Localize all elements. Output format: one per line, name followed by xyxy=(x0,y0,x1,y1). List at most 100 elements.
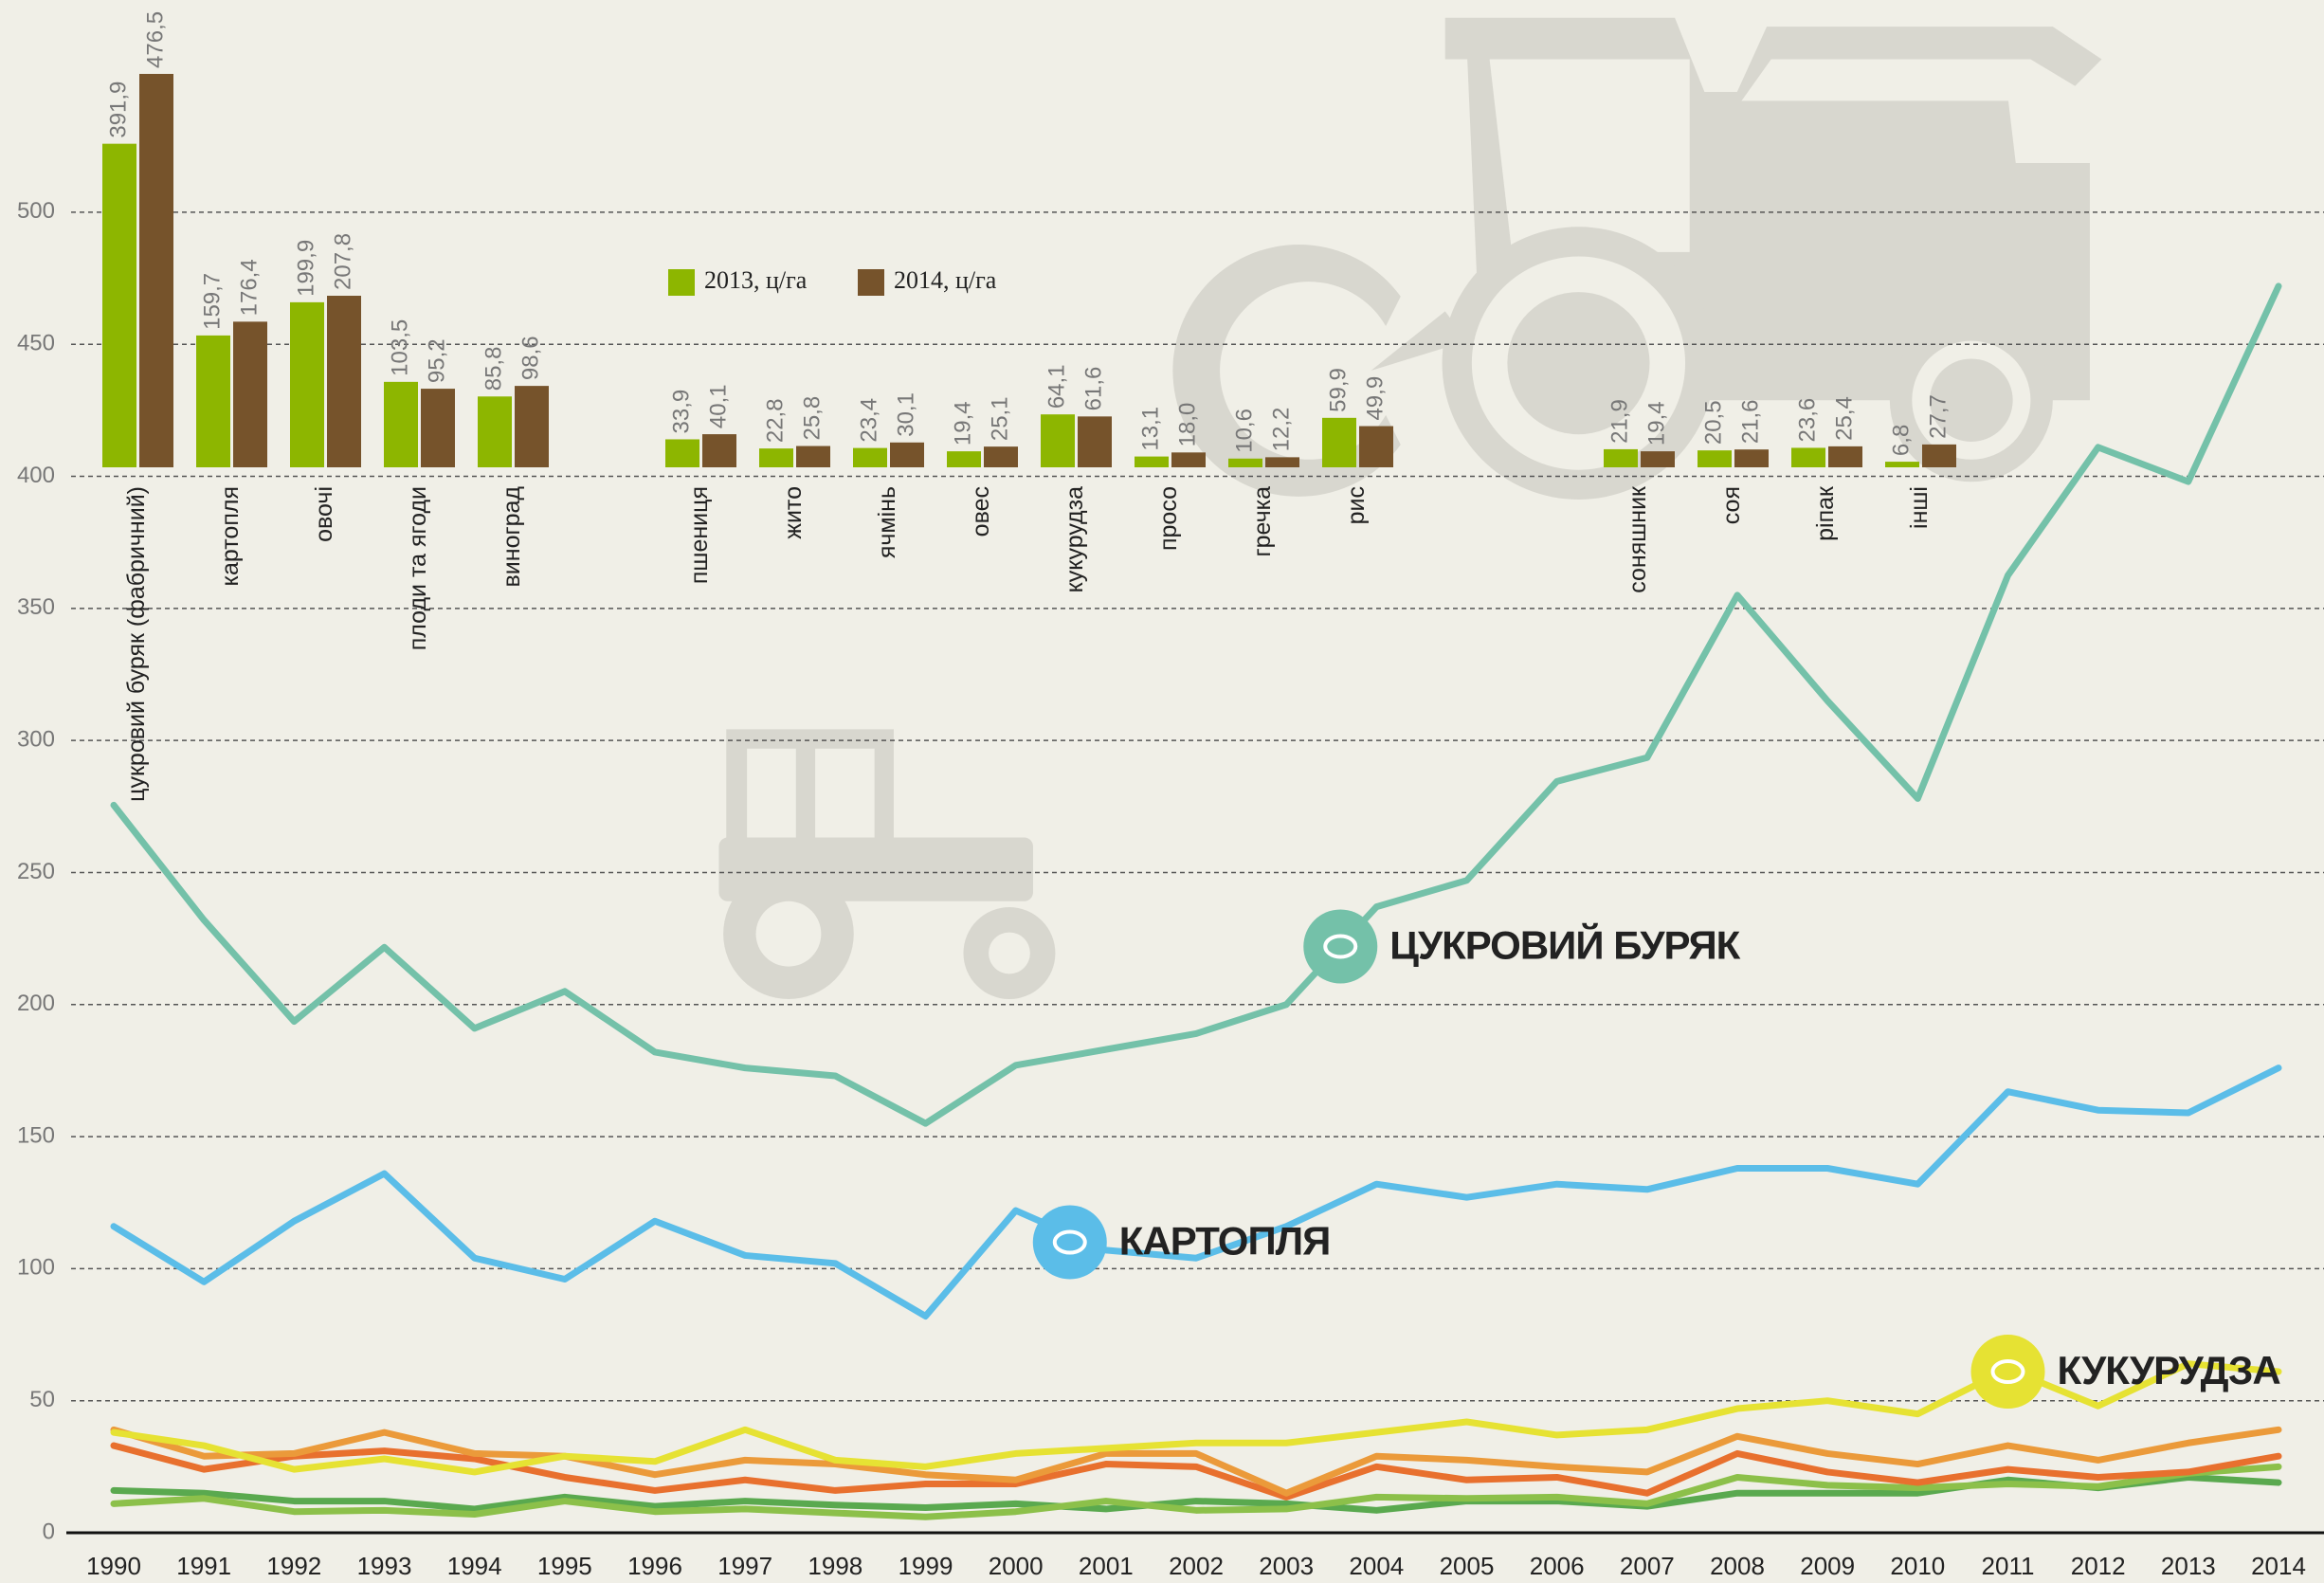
tractor-hub xyxy=(989,933,1030,974)
bar xyxy=(759,448,793,467)
value-label: 18,0 xyxy=(1174,403,1200,447)
value-label: 85,8 xyxy=(481,347,506,391)
x-tick-label: 2011 xyxy=(1982,1552,2035,1580)
bar xyxy=(139,74,173,467)
bar xyxy=(290,302,324,467)
bar xyxy=(796,446,830,467)
value-label: 25,1 xyxy=(987,396,1012,441)
value-label: 6,8 xyxy=(1888,425,1914,456)
category-label: овес xyxy=(968,486,994,537)
series-label: КАРТОПЛЯ xyxy=(1119,1219,1331,1264)
x-tick-label: 2013 xyxy=(2161,1552,2216,1580)
x-tick-label: 2001 xyxy=(1079,1552,1134,1580)
category-label: овочі xyxy=(311,486,337,542)
series-label: ЦУКРОВИЙ БУРЯК xyxy=(1389,922,1740,968)
bar xyxy=(196,336,230,467)
chart: 0501001502002503003504004505001990199119… xyxy=(0,0,2324,1583)
legend-swatch xyxy=(858,269,884,296)
value-label: 103,5 xyxy=(387,319,412,376)
value-label: 10,6 xyxy=(1231,409,1257,453)
x-tick-label: 1994 xyxy=(447,1552,502,1580)
bar xyxy=(1041,414,1075,467)
harvester-window xyxy=(1490,60,1690,252)
y-tick-label: 50 xyxy=(29,1387,55,1412)
x-tick-label: 1998 xyxy=(808,1552,862,1580)
x-tick-label: 1996 xyxy=(627,1552,682,1580)
y-tick-label: 300 xyxy=(17,726,55,752)
bar xyxy=(1791,447,1825,467)
category-label: виноград xyxy=(499,486,525,588)
bar xyxy=(1359,427,1393,467)
series-label: КУКУРУДЗА xyxy=(2058,1348,2281,1392)
bar xyxy=(1265,457,1299,467)
x-tick-label: 2000 xyxy=(989,1552,1044,1580)
category-label: пшениця xyxy=(686,486,713,584)
value-label: 476,5 xyxy=(142,11,168,68)
bar xyxy=(665,439,699,467)
series-icon xyxy=(1033,1206,1107,1280)
bar xyxy=(1322,418,1356,467)
x-tick-label: 1990 xyxy=(86,1552,141,1580)
value-label: 176,4 xyxy=(236,259,262,316)
category-label: ячмінь xyxy=(874,486,900,558)
x-tick-label: 2010 xyxy=(1890,1552,1945,1580)
x-tick-label: 2014 xyxy=(2251,1552,2306,1580)
x-tick-label: 2006 xyxy=(1530,1552,1585,1580)
value-label: 207,8 xyxy=(330,233,355,290)
y-tick-label: 250 xyxy=(17,859,55,884)
x-tick-label: 2008 xyxy=(1710,1552,1765,1580)
x-tick-label: 2007 xyxy=(1620,1552,1675,1580)
value-label: 23,6 xyxy=(1794,398,1820,443)
y-tick-label: 200 xyxy=(17,991,55,1016)
bar xyxy=(327,296,361,467)
bar xyxy=(515,386,549,467)
value-label: 19,4 xyxy=(1643,401,1669,446)
bar xyxy=(853,448,887,467)
x-tick-label: 1993 xyxy=(357,1552,412,1580)
legend-label: 2013, ц/га xyxy=(704,266,808,294)
value-label: 98,6 xyxy=(517,336,543,380)
bar xyxy=(1734,449,1769,467)
value-label: 391,9 xyxy=(105,82,131,138)
value-label: 64,1 xyxy=(1044,364,1069,409)
bar xyxy=(1885,462,1919,467)
category-label: інші xyxy=(1906,486,1933,529)
category-label: жито xyxy=(780,486,807,539)
value-label: 59,9 xyxy=(1325,368,1351,412)
bar xyxy=(102,144,136,467)
x-tick-label: 1999 xyxy=(899,1552,953,1580)
value-label: 25,4 xyxy=(1831,396,1857,441)
x-tick-label: 1992 xyxy=(266,1552,321,1580)
y-tick-label: 100 xyxy=(17,1255,55,1281)
y-tick-label: 350 xyxy=(17,594,55,620)
value-label: 199,9 xyxy=(293,240,318,297)
bar xyxy=(1698,450,1732,467)
category-label: плоди та ягоди xyxy=(405,486,431,650)
bar xyxy=(1604,449,1638,467)
x-tick-label: 2003 xyxy=(1259,1552,1314,1580)
x-tick-label: 2005 xyxy=(1440,1552,1495,1580)
value-label: 40,1 xyxy=(705,384,731,428)
category-label: рис xyxy=(1343,486,1370,524)
bar xyxy=(702,434,736,467)
bar xyxy=(421,389,455,467)
bar xyxy=(984,446,1018,467)
y-tick-label: 450 xyxy=(17,331,55,356)
bar xyxy=(947,451,981,467)
series-icon xyxy=(1303,909,1377,983)
value-label: 22,8 xyxy=(762,398,788,443)
bar xyxy=(1641,451,1675,467)
x-tick-label: 2004 xyxy=(1349,1552,1404,1580)
value-label: 95,2 xyxy=(424,338,449,383)
y-tick-label: 400 xyxy=(17,463,55,488)
category-label: просо xyxy=(1155,486,1182,551)
value-label: 19,4 xyxy=(950,401,975,446)
y-tick-label: 0 xyxy=(43,1519,55,1544)
category-label: картопля xyxy=(217,486,244,586)
value-label: 27,7 xyxy=(1925,394,1951,439)
value-label: 21,6 xyxy=(1737,399,1763,444)
value-label: 21,9 xyxy=(1607,399,1632,444)
value-label: 49,9 xyxy=(1362,376,1388,421)
legend-label: 2014, ц/га xyxy=(894,266,997,294)
legend-swatch xyxy=(668,269,695,296)
